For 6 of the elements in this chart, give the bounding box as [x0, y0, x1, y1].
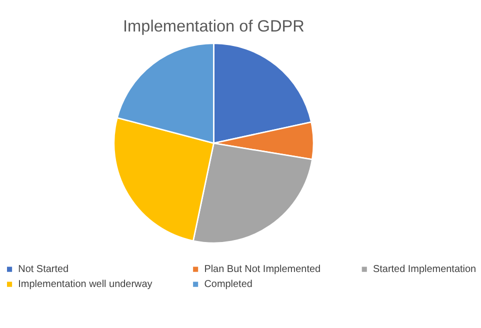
legend-label: Plan But Not Implemented [204, 264, 321, 276]
legend-label: Implementation well underway [18, 279, 152, 290]
chart-title: Implementation of GDPR [122, 18, 305, 36]
legend-label: Completed [204, 279, 252, 290]
legend-label: Started Implementation [373, 264, 476, 276]
legend-label: Not Started [18, 264, 69, 276]
